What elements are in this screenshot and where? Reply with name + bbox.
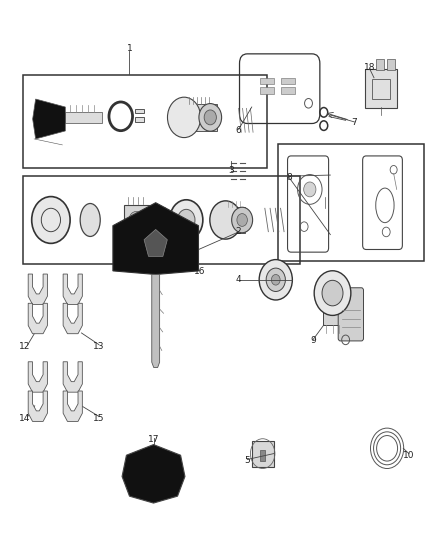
- Bar: [323, 293, 342, 325]
- Polygon shape: [63, 303, 82, 334]
- Circle shape: [199, 103, 222, 131]
- Bar: [135, 117, 145, 122]
- Circle shape: [322, 280, 343, 306]
- Polygon shape: [63, 391, 82, 422]
- Bar: [65, 111, 102, 123]
- Bar: [146, 207, 165, 219]
- Ellipse shape: [80, 204, 100, 237]
- Text: 5: 5: [244, 456, 250, 465]
- Circle shape: [266, 268, 286, 292]
- Text: 16: 16: [194, 268, 205, 276]
- Circle shape: [272, 274, 280, 285]
- Polygon shape: [63, 362, 82, 392]
- Text: 10: 10: [403, 451, 415, 460]
- Bar: [387, 59, 395, 70]
- Circle shape: [259, 260, 292, 300]
- Bar: [184, 103, 217, 131]
- Text: 9: 9: [310, 336, 316, 345]
- Bar: [376, 59, 384, 70]
- Polygon shape: [113, 203, 198, 274]
- Bar: [261, 78, 275, 84]
- Circle shape: [210, 201, 241, 239]
- Text: 18: 18: [364, 63, 375, 71]
- Polygon shape: [28, 391, 47, 422]
- Bar: [223, 207, 245, 233]
- FancyBboxPatch shape: [365, 69, 397, 108]
- Text: 1: 1: [127, 44, 132, 53]
- Bar: [22, 176, 300, 264]
- Circle shape: [167, 97, 201, 138]
- Circle shape: [232, 207, 253, 233]
- Circle shape: [304, 182, 316, 197]
- Circle shape: [129, 212, 143, 229]
- Polygon shape: [63, 274, 82, 304]
- FancyBboxPatch shape: [338, 288, 364, 341]
- Text: 8: 8: [286, 173, 292, 182]
- Bar: [135, 109, 145, 113]
- Bar: [385, 427, 389, 433]
- Circle shape: [237, 214, 247, 227]
- Text: 4: 4: [236, 275, 241, 284]
- Bar: [252, 441, 274, 467]
- Text: 11: 11: [115, 246, 127, 255]
- Bar: [22, 75, 267, 168]
- Polygon shape: [33, 99, 65, 139]
- Bar: [88, 214, 92, 227]
- Polygon shape: [28, 362, 47, 392]
- Bar: [261, 87, 275, 94]
- Text: 14: 14: [19, 414, 30, 423]
- Polygon shape: [122, 445, 185, 503]
- Text: 2: 2: [236, 228, 241, 237]
- Bar: [124, 205, 149, 236]
- Polygon shape: [28, 303, 47, 334]
- Bar: [282, 87, 295, 94]
- Polygon shape: [144, 229, 167, 256]
- Text: 12: 12: [19, 342, 30, 351]
- Bar: [372, 79, 390, 99]
- Bar: [278, 144, 424, 261]
- Circle shape: [170, 200, 203, 240]
- Text: 15: 15: [93, 414, 105, 423]
- Text: 7: 7: [351, 118, 357, 127]
- Circle shape: [314, 271, 351, 316]
- Bar: [261, 450, 265, 461]
- Circle shape: [177, 209, 195, 231]
- Circle shape: [32, 197, 70, 244]
- Text: 13: 13: [93, 342, 105, 351]
- Text: 3: 3: [228, 166, 233, 175]
- Circle shape: [204, 110, 216, 125]
- Bar: [282, 78, 295, 84]
- Text: 17: 17: [148, 435, 159, 444]
- Polygon shape: [28, 274, 47, 304]
- Polygon shape: [152, 274, 159, 368]
- Text: 6: 6: [236, 126, 241, 135]
